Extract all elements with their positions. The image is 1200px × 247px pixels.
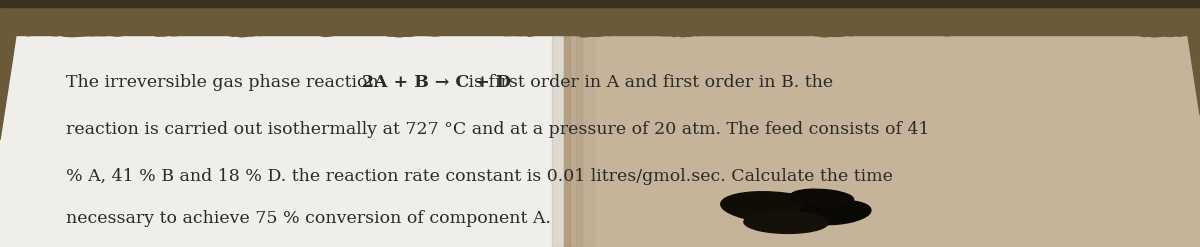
Text: necessary to achieve 75 % conversion of component A.: necessary to achieve 75 % conversion of …	[66, 210, 551, 227]
Polygon shape	[0, 0, 1200, 140]
Text: reaction is carried out isothermally at 727 °C and at a pressure of 20 atm. The : reaction is carried out isothermally at …	[66, 121, 930, 138]
Text: % A, 41 % B and 18 % D. the reaction rate constant is 0.01 litres/gmol.sec. Calc: % A, 41 % B and 18 % D. the reaction rat…	[66, 168, 893, 185]
Ellipse shape	[797, 200, 871, 225]
Bar	[564, 35, 1200, 247]
Bar	[0, 35, 564, 247]
Bar	[576, 35, 594, 247]
Bar	[0, 0, 1200, 35]
Ellipse shape	[791, 189, 853, 206]
Bar	[564, 35, 582, 247]
Ellipse shape	[744, 211, 828, 233]
Text: is first order in A and first order in B. the: is first order in A and first order in B…	[463, 74, 833, 91]
Text: The irreversible gas phase reaction: The irreversible gas phase reaction	[66, 74, 384, 91]
Bar	[552, 35, 570, 247]
Text: 2A + B → C + D: 2A + B → C + D	[362, 74, 511, 91]
Ellipse shape	[721, 192, 827, 223]
